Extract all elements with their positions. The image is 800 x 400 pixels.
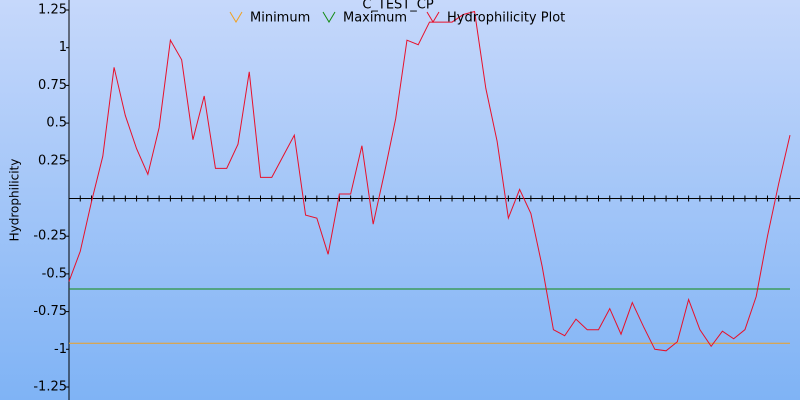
y-tick-label: -1.25 bbox=[33, 380, 67, 395]
y-tick-label: 1 bbox=[59, 40, 67, 55]
series-line bbox=[68, 10, 791, 352]
legend-label: Maximum bbox=[343, 11, 407, 26]
legend-label: Minimum bbox=[250, 11, 310, 26]
y-tick-label: 1.25 bbox=[38, 3, 67, 18]
legend-icon bbox=[426, 11, 440, 23]
chart-title: C_TEST_CP bbox=[362, 0, 434, 13]
legend-icon bbox=[229, 11, 243, 23]
y-tick-label: -0.25 bbox=[33, 229, 67, 244]
y-tick-label: -0.75 bbox=[33, 304, 67, 319]
y-tick-label: 0.5 bbox=[46, 116, 67, 131]
legend-label: Hydrophilicity Plot bbox=[447, 11, 565, 26]
legend-icon bbox=[322, 11, 336, 23]
y-tick-label: 0.75 bbox=[38, 78, 67, 93]
y-axis-label: Hydrophilicity bbox=[8, 159, 22, 242]
y-tick-label: -0.5 bbox=[42, 266, 67, 281]
y-tick-label: -1 bbox=[54, 342, 67, 357]
y-tick-label: 0.25 bbox=[38, 153, 67, 168]
